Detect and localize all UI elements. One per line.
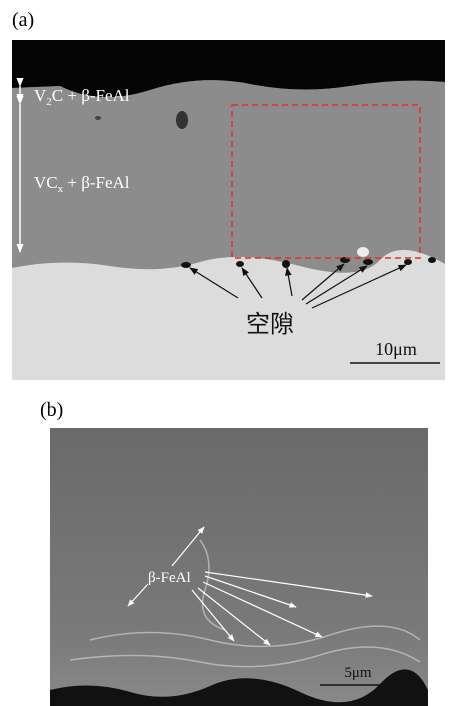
phase-label: β-FeAl	[148, 570, 191, 586]
panel-label: (a)	[12, 9, 34, 31]
defect	[95, 116, 101, 120]
scale-label: 5μm	[344, 665, 372, 681]
micrograph-a: V2C + β-FeAl VCx + β-FeAl 空隙 10μm	[12, 40, 445, 380]
scale-label: 10μm	[375, 339, 417, 359]
layer-label: VCx + β-FeAl	[34, 173, 130, 195]
micrograph-b: β-FeAl 5μm	[50, 428, 428, 706]
figure: (a) V2C + β-FeAl VCx + β-FeAl 空隙	[0, 0, 460, 706]
panel-label: (b)	[40, 399, 63, 421]
particle	[357, 247, 369, 257]
defect	[176, 111, 188, 129]
void-label: 空隙	[246, 310, 294, 338]
